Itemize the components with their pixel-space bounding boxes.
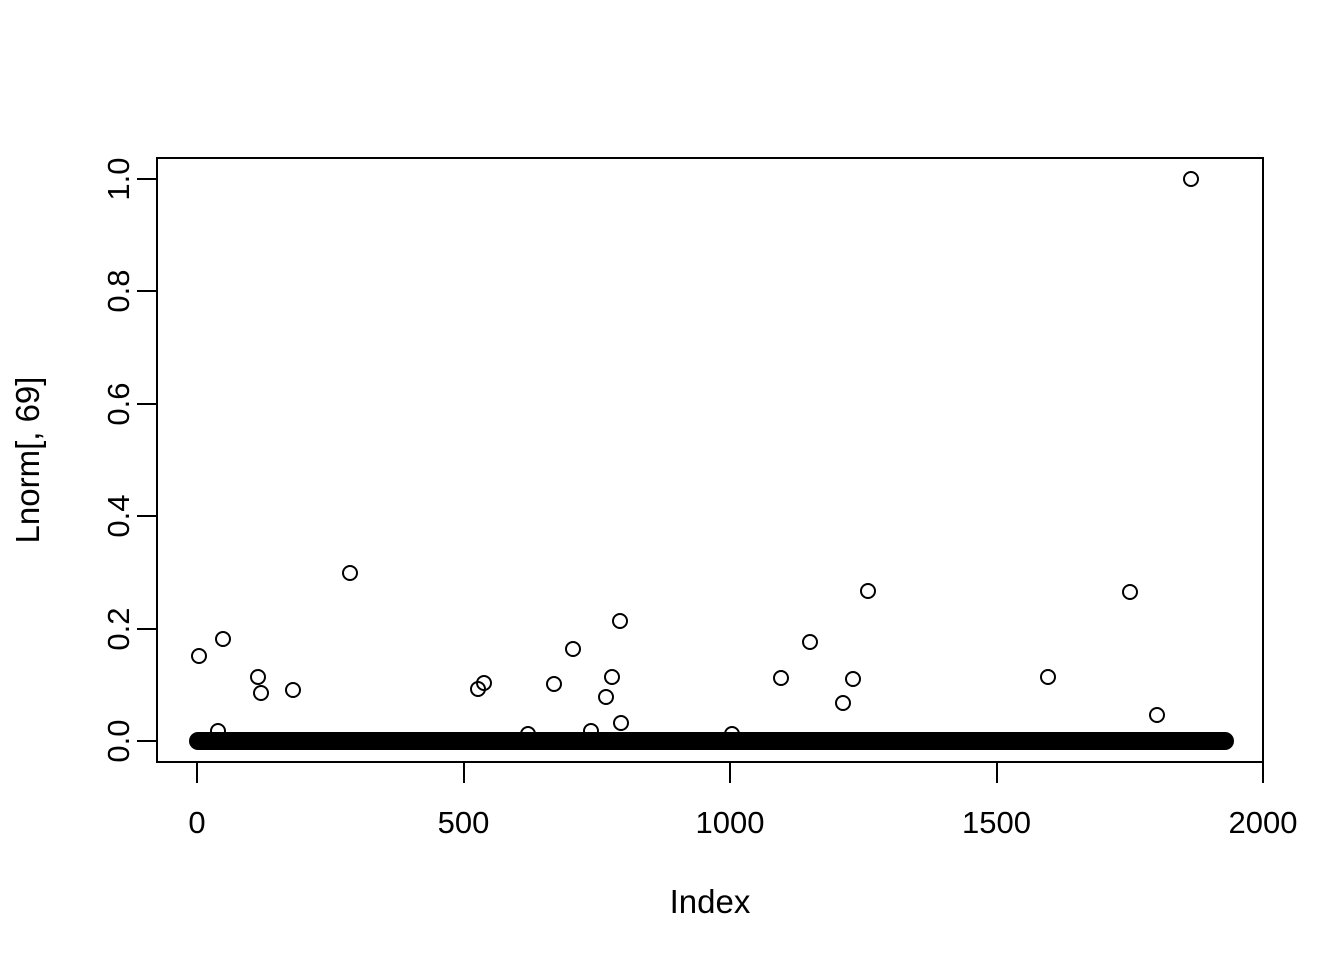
data-point xyxy=(582,722,599,739)
data-point xyxy=(564,640,581,657)
y-axis-tick xyxy=(137,627,157,630)
x-axis-title: Index xyxy=(669,883,751,920)
data-point xyxy=(802,633,819,650)
data-point xyxy=(545,675,562,692)
x-axis-tick xyxy=(729,763,731,783)
y-axis-tick xyxy=(137,740,157,742)
data-point xyxy=(612,613,629,630)
data-point xyxy=(475,674,492,691)
data-point xyxy=(834,695,851,712)
x-axis-tick xyxy=(1262,763,1264,783)
data-point xyxy=(1122,584,1139,601)
data-point xyxy=(773,670,790,687)
y-axis-tick-label: 1.0 xyxy=(101,157,136,201)
y-axis-tick xyxy=(137,402,157,405)
data-point xyxy=(612,715,629,732)
x-axis-tick-label: 500 xyxy=(437,805,490,840)
x-axis-tick xyxy=(462,763,465,783)
data-point xyxy=(190,648,207,665)
data-point xyxy=(598,689,615,706)
data-point xyxy=(1148,707,1165,724)
plot-area xyxy=(156,157,1264,763)
data-point xyxy=(723,726,740,743)
data-point xyxy=(845,671,862,688)
data-point xyxy=(603,668,620,685)
data-point xyxy=(859,582,876,599)
zero-value-point-band xyxy=(189,732,1234,750)
data-point xyxy=(341,564,358,581)
x-axis-tick-label: 0 xyxy=(188,805,206,840)
x-axis-tick-label: 1000 xyxy=(695,805,765,840)
x-axis-tick xyxy=(995,763,998,783)
x-axis-tick-label: 2000 xyxy=(1228,805,1298,840)
x-axis-tick xyxy=(196,763,198,783)
y-axis-tick xyxy=(137,515,157,518)
data-point xyxy=(1183,171,1200,187)
data-point xyxy=(250,669,267,686)
data-point xyxy=(1040,668,1057,685)
y-axis-tick xyxy=(137,178,157,180)
data-point xyxy=(214,630,231,647)
data-point xyxy=(285,681,302,698)
data-point xyxy=(210,723,227,740)
y-axis-tick xyxy=(137,290,157,293)
x-axis-tick-label: 1500 xyxy=(962,805,1031,840)
data-point xyxy=(252,684,269,701)
data-point xyxy=(519,725,536,742)
y-axis-title: Lnorm[, 69] xyxy=(9,376,46,544)
